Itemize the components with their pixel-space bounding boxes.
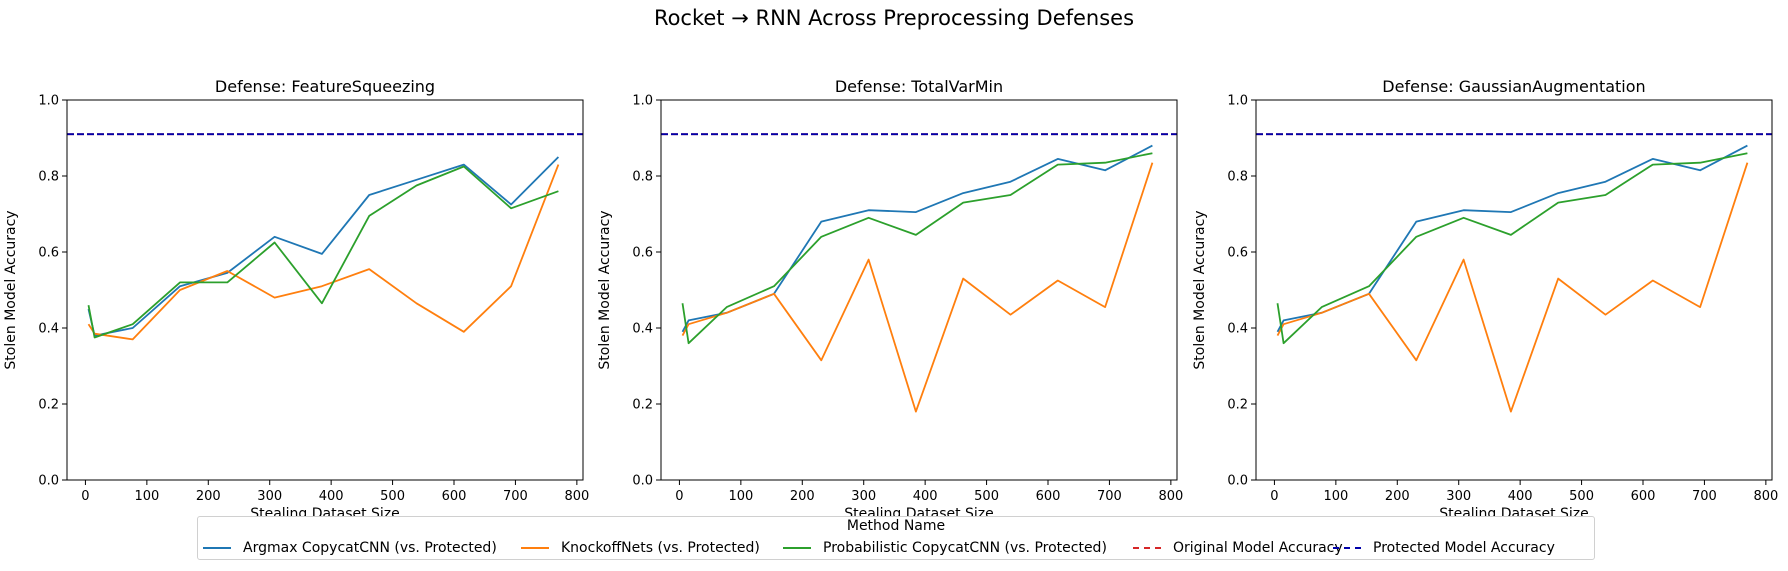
x-tick-label: 0 [675, 489, 683, 504]
y-tick-label: 0.4 [1227, 322, 1248, 337]
legend-swatch [783, 547, 811, 549]
x-tick-label: 0 [1270, 489, 1278, 504]
argmax-copycat-line [87, 156, 560, 337]
legend-swatch [1133, 547, 1161, 549]
y-tick-label: 0.2 [1227, 398, 1248, 413]
y-tick-label: 1.0 [632, 94, 653, 109]
probabilistic-copycat-line [681, 152, 1153, 345]
legend-item-knockoffnets: KnockoffNets (vs. Protected) [521, 539, 760, 557]
panel-title: Defense: FeatureSqueezing [215, 77, 435, 96]
x-tick-label: 400 [319, 489, 344, 504]
panel-title: Defense: GaussianAugmentation [1382, 77, 1645, 96]
knockoffnets-line [1276, 162, 1749, 413]
legend-label: Protected Model Accuracy [1373, 540, 1555, 556]
legend-item-protected-accuracy: Protected Model Accuracy [1333, 539, 1555, 557]
x-tick-label: 400 [1508, 489, 1533, 504]
legend-label: Argmax CopycatCNN (vs. Protected) [243, 540, 497, 556]
legend-swatch [1333, 547, 1361, 549]
y-axis-label: Stolen Model Accuracy [1192, 210, 1208, 369]
y-tick-label: 0.2 [38, 398, 59, 413]
y-tick-label: 0.2 [632, 398, 653, 413]
x-tick-label: 100 [134, 489, 159, 504]
legend-item-argmax-copycat: Argmax CopycatCNN (vs. Protected) [203, 539, 497, 557]
probabilistic-copycat-line [87, 165, 559, 339]
y-tick-label: 0.6 [1227, 246, 1248, 261]
legend-item-original-accuracy: Original Model Accuracy [1133, 539, 1343, 557]
x-tick-label: 600 [1631, 489, 1656, 504]
y-tick-label: 0.6 [38, 246, 59, 261]
y-tick-label: 0.0 [1227, 474, 1248, 489]
legend-label: Probabilistic CopycatCNN (vs. Protected) [823, 540, 1107, 556]
legend-label: Original Model Accuracy [1173, 540, 1343, 556]
x-tick-label: 400 [913, 489, 938, 504]
figure-title: Rocket → RNN Across Preprocessing Defens… [653, 6, 1135, 30]
x-tick-label: 600 [1036, 489, 1061, 504]
y-tick-label: 0.8 [38, 170, 59, 185]
y-tick-label: 0.6 [632, 246, 653, 261]
x-tick-label: 200 [196, 489, 221, 504]
x-tick-label: 500 [974, 489, 999, 504]
x-tick-label: 300 [851, 489, 876, 504]
x-tick-label: 300 [1446, 489, 1471, 504]
y-tick-label: 1.0 [38, 94, 59, 109]
y-tick-label: 0.8 [632, 170, 653, 185]
y-axis-label: Stolen Model Accuracy [597, 210, 613, 369]
y-tick-label: 0.0 [632, 474, 653, 489]
x-tick-label: 800 [564, 489, 589, 504]
axes-frame [1255, 99, 1773, 481]
legend-item-probabilistic-copycat: Probabilistic CopycatCNN (vs. Protected) [783, 539, 1107, 557]
x-tick-label: 200 [790, 489, 815, 504]
y-tick-label: 0.0 [38, 474, 59, 489]
probabilistic-copycat-line [1276, 152, 1748, 345]
x-tick-label: 800 [1753, 489, 1778, 504]
knockoffnets-line [87, 164, 560, 341]
x-tick-label: 100 [728, 489, 753, 504]
legend: Method Name Argmax CopycatCNN (vs. Prote… [197, 516, 1595, 560]
panel-title: Defense: TotalVarMin [835, 77, 1003, 96]
legend-swatch [521, 547, 549, 549]
axes-frame [66, 99, 584, 481]
x-tick-label: 700 [1097, 489, 1122, 504]
y-tick-label: 1.0 [1227, 94, 1248, 109]
x-tick-label: 600 [442, 489, 467, 504]
knockoffnets-line [681, 162, 1154, 413]
x-tick-label: 700 [1692, 489, 1717, 504]
x-tick-label: 100 [1323, 489, 1348, 504]
y-tick-label: 0.8 [1227, 170, 1248, 185]
legend-label: KnockoffNets (vs. Protected) [561, 540, 760, 556]
y-axis-label: Stolen Model Accuracy [3, 210, 19, 369]
axes-frame [660, 99, 1178, 481]
y-tick-label: 0.4 [38, 322, 59, 337]
x-tick-label: 500 [1569, 489, 1594, 504]
x-tick-label: 800 [1158, 489, 1183, 504]
x-tick-label: 0 [81, 489, 89, 504]
legend-title: Method Name [846, 518, 946, 534]
x-tick-label: 500 [380, 489, 405, 504]
y-tick-label: 0.4 [632, 322, 653, 337]
x-tick-label: 300 [257, 489, 282, 504]
x-tick-label: 200 [1385, 489, 1410, 504]
argmax-copycat-line [1276, 144, 1748, 333]
x-tick-label: 700 [503, 489, 528, 504]
legend-swatch [203, 547, 231, 549]
